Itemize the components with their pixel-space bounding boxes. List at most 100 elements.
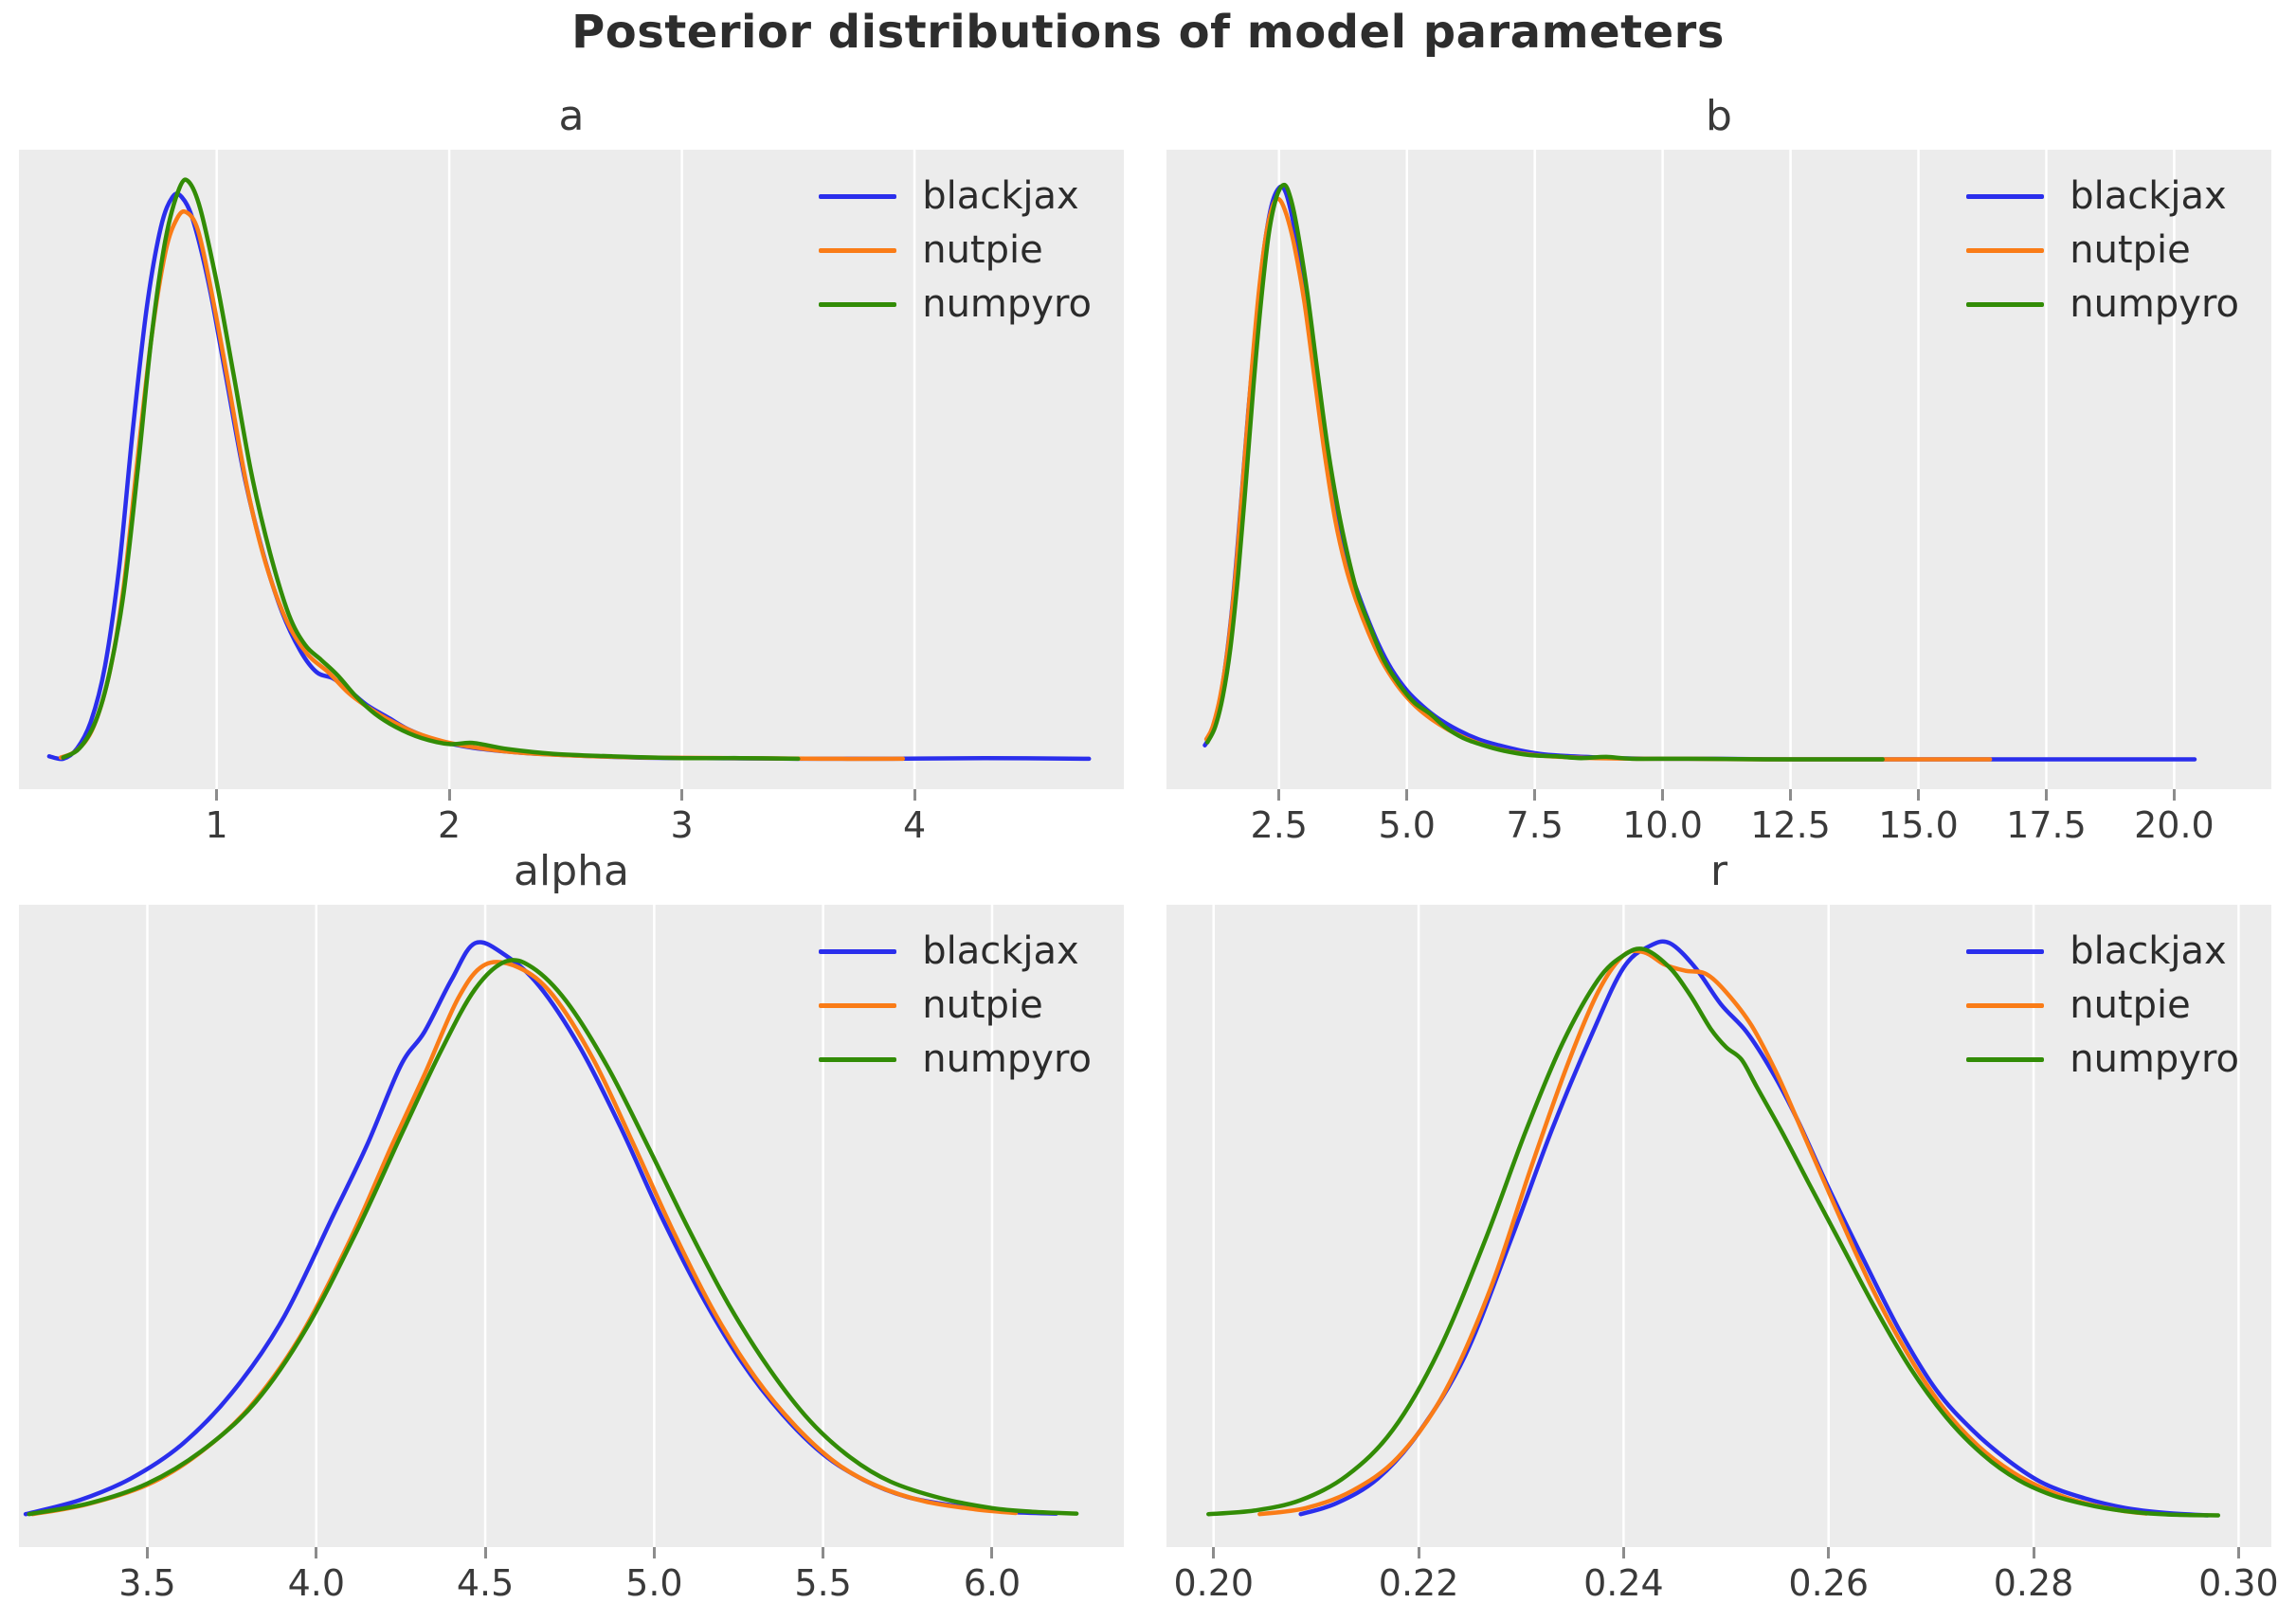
legend-entry-blackjax: blackjax <box>819 174 1092 218</box>
x-tick-label: 5.0 <box>625 1562 683 1604</box>
x-tick-label: 0.22 <box>1378 1562 1459 1604</box>
x-tick-label: 0.20 <box>1173 1562 1255 1604</box>
legend-label-blackjax: blackjax <box>922 174 1079 218</box>
panel-alpha: alpha 3.5 4.0 4.5 5.0 5.5 6.0 blackjax nutpie nu… <box>19 847 1124 1604</box>
x-tick <box>447 789 451 801</box>
legend-line-swatch-blackjax <box>819 948 897 954</box>
x-tick-label: 3.5 <box>118 1562 176 1604</box>
x-tick <box>680 789 684 801</box>
x-tick-label: 20.0 <box>2134 804 2215 846</box>
legend-entry-numpyro: numpyro <box>1966 282 2239 326</box>
legend-label-blackjax: blackjax <box>2070 929 2227 973</box>
panel-a: a 1 2 3 4 blackjax nutpie numpyro <box>19 92 1124 846</box>
legend-line-swatch-numpyro <box>819 1056 897 1062</box>
legend-label-numpyro: numpyro <box>922 1037 1092 1081</box>
x-tick-label: 0.28 <box>1993 1562 2074 1604</box>
x-tick-label: 4 <box>902 804 927 846</box>
panel-title-b: b <box>1706 92 1732 140</box>
legend-entry-nutpie: nutpie <box>819 228 1092 272</box>
x-tick-label: 15.0 <box>1878 804 1959 846</box>
x-tick-label: 0.24 <box>1583 1562 1664 1604</box>
x-tick-label: 0.26 <box>1788 1562 1870 1604</box>
legend-line-swatch-numpyro <box>1966 301 2045 307</box>
x-tick-label: 0.30 <box>2198 1562 2279 1604</box>
x-tick <box>1827 1547 1831 1558</box>
x-tick-label: 7.5 <box>1506 804 1564 846</box>
figure-title: Posterior distributions of model paramet… <box>571 6 1725 59</box>
x-tick <box>483 1547 487 1558</box>
panel-title-a: a <box>558 92 585 140</box>
legend-label-nutpie: nutpie <box>922 983 1043 1027</box>
legend-label-blackjax: blackjax <box>922 929 1079 973</box>
legend-label-nutpie: nutpie <box>2070 983 2191 1027</box>
x-tick <box>1789 789 1793 801</box>
x-tick <box>2032 1547 2035 1558</box>
x-tick <box>2236 1547 2240 1558</box>
x-tick <box>315 1547 318 1558</box>
kde-curve-blackjax <box>1298 939 2211 1518</box>
panel-b: b 2.5 5.0 7.5 10.0 12.5 15.0 17.5 20.0 blackjax n… <box>1166 92 2271 846</box>
plot-area-r <box>1206 905 2240 1547</box>
x-tick-label: 4.5 <box>456 1562 515 1604</box>
x-tick <box>145 1547 149 1558</box>
kde-curve-nutpie <box>58 208 906 762</box>
x-tick-label: 5.5 <box>794 1562 852 1604</box>
legend-line-swatch-numpyro <box>1966 1056 2045 1062</box>
legend-entry-numpyro: numpyro <box>1966 1037 2239 1081</box>
x-tick <box>1661 789 1665 801</box>
kde-curve-numpyro <box>1204 182 1885 762</box>
legend-line-swatch-nutpie <box>819 1002 897 1008</box>
legend: blackjax nutpie numpyro <box>1966 929 2239 1081</box>
legend-line-swatch-nutpie <box>1966 1002 2045 1008</box>
x-tick <box>1621 1547 1625 1558</box>
legend-entry-nutpie: nutpie <box>1966 983 2239 1027</box>
legend-label-numpyro: numpyro <box>922 282 1092 326</box>
x-tick <box>1917 789 1921 801</box>
legend: blackjax nutpie numpyro <box>1966 174 2239 326</box>
kde-curve-numpyro <box>61 177 801 762</box>
x-tick <box>2044 789 2048 801</box>
x-tick <box>215 789 219 801</box>
panel-r: r 0.20 0.22 0.24 0.26 0.28 0.30 blackjax nutpie… <box>1166 847 2279 1604</box>
legend-label-numpyro: numpyro <box>2070 282 2239 326</box>
legend-label-numpyro: numpyro <box>2070 1037 2239 1081</box>
x-tick <box>990 1547 994 1558</box>
legend-line-swatch-blackjax <box>1966 948 2045 954</box>
kde-curve-nutpie <box>1203 196 1993 762</box>
x-tick-label: 2.5 <box>1250 804 1308 846</box>
x-tick <box>1212 1547 1216 1558</box>
x-tick <box>822 1547 825 1558</box>
x-tick <box>1405 789 1409 801</box>
legend-line-swatch-nutpie <box>819 247 897 253</box>
x-tick <box>913 789 916 801</box>
x-tick-label: 12.5 <box>1750 804 1831 846</box>
legend-entry-nutpie: nutpie <box>819 983 1092 1027</box>
x-tick-label: 2 <box>438 804 461 846</box>
panel-title-r: r <box>1709 847 1728 895</box>
legend-label-nutpie: nutpie <box>922 228 1043 272</box>
x-tick-label: 10.0 <box>1622 804 1703 846</box>
x-tick-label: 1 <box>205 804 228 846</box>
legend-entry-numpyro: numpyro <box>819 1037 1092 1081</box>
legend: blackjax nutpie numpyro <box>819 174 1092 326</box>
x-tick-label: 5.0 <box>1378 804 1436 846</box>
legend-label-blackjax: blackjax <box>2070 174 2227 218</box>
panel-title-alpha: alpha <box>514 847 629 895</box>
legend-entry-blackjax: blackjax <box>1966 929 2239 973</box>
x-tick <box>1277 789 1281 801</box>
x-tick-label: 6.0 <box>963 1562 1021 1604</box>
legend-entry-blackjax: blackjax <box>819 929 1092 973</box>
x-tick-label: 3 <box>670 804 694 846</box>
legend-entry-nutpie: nutpie <box>1966 228 2239 272</box>
plot-area-alpha <box>23 905 1079 1547</box>
kde-curve-numpyro <box>27 958 1079 1517</box>
kde-curve-nutpie <box>1257 948 2149 1517</box>
x-tick <box>2172 789 2176 801</box>
x-tick-label: 4.0 <box>287 1562 345 1604</box>
x-tick <box>1417 1547 1420 1558</box>
x-tick <box>1533 789 1537 801</box>
legend-line-swatch-numpyro <box>819 301 897 307</box>
legend-line-swatch-blackjax <box>819 193 897 199</box>
x-tick <box>652 1547 656 1558</box>
legend-label-nutpie: nutpie <box>2070 228 2191 272</box>
